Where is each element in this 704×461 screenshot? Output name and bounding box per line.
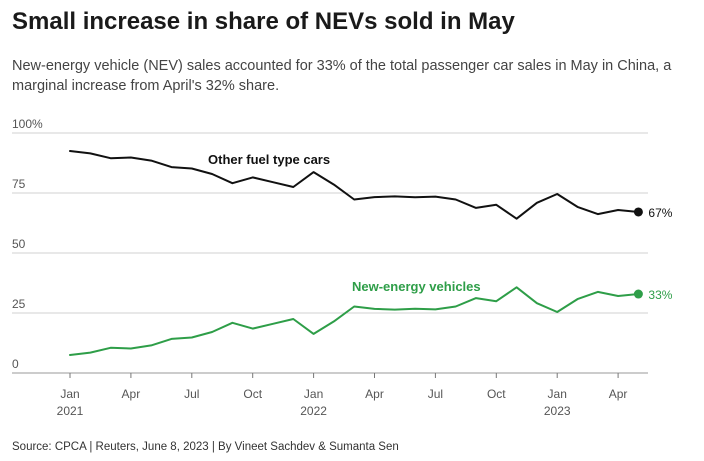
series-end-label: 33% xyxy=(648,288,672,302)
series-name-label: Other fuel type cars xyxy=(208,152,330,167)
x-tick-label: Apr xyxy=(122,387,141,401)
series-lines xyxy=(69,150,643,356)
x-tick-label: Oct xyxy=(487,387,506,401)
series-end-marker xyxy=(633,289,643,299)
x-tick-label: Apr xyxy=(365,387,384,401)
source-note: Source: CPCA | Reuters, June 8, 2023 | B… xyxy=(12,441,399,453)
series-line xyxy=(69,150,640,220)
y-tick-label: 75 xyxy=(12,177,26,191)
grid-lines xyxy=(12,132,648,374)
x-tick-year: 2023 xyxy=(544,404,571,418)
y-tick-label: 25 xyxy=(12,297,26,311)
series-end-marker xyxy=(633,207,643,217)
x-tick-label: Jul xyxy=(184,387,199,401)
x-tick-year: 2021 xyxy=(57,404,84,418)
chart-subtitle: New-energy vehicle (NEV) sales accounted… xyxy=(12,58,672,94)
x-tick-label: Apr xyxy=(609,387,628,401)
x-tick-label: Jul xyxy=(428,387,443,401)
x-tick-year: 2022 xyxy=(300,404,327,418)
line-chart: 100% 75 50 25 0 Jan 2021 Apr Jul Oct Jan 2022 Apr Ju… xyxy=(12,117,673,418)
x-tick-label: Jan xyxy=(304,387,323,401)
series-line xyxy=(69,286,640,356)
series-end-label: 67% xyxy=(648,206,672,220)
x-axis-ticks: Jan 2021 Apr Jul Oct Jan 2022 Apr Jul Oct Jan 2023 A… xyxy=(57,373,628,418)
x-tick-label: Jan xyxy=(548,387,567,401)
chart-title: Small increase in share of NEVs sold in … xyxy=(12,8,515,35)
x-tick-label: Oct xyxy=(243,387,262,401)
x-tick-label: Jan xyxy=(60,387,79,401)
y-tick-label: 100% xyxy=(12,117,43,131)
y-axis-ticks: 100% 75 50 25 0 xyxy=(12,117,43,371)
series-labels: 67% Other fuel type cars 33% New-energy veh… xyxy=(208,152,673,302)
series-name-label: New-energy vehicles xyxy=(352,279,481,294)
y-tick-label: 0 xyxy=(12,357,19,371)
y-tick-label: 50 xyxy=(12,237,26,251)
